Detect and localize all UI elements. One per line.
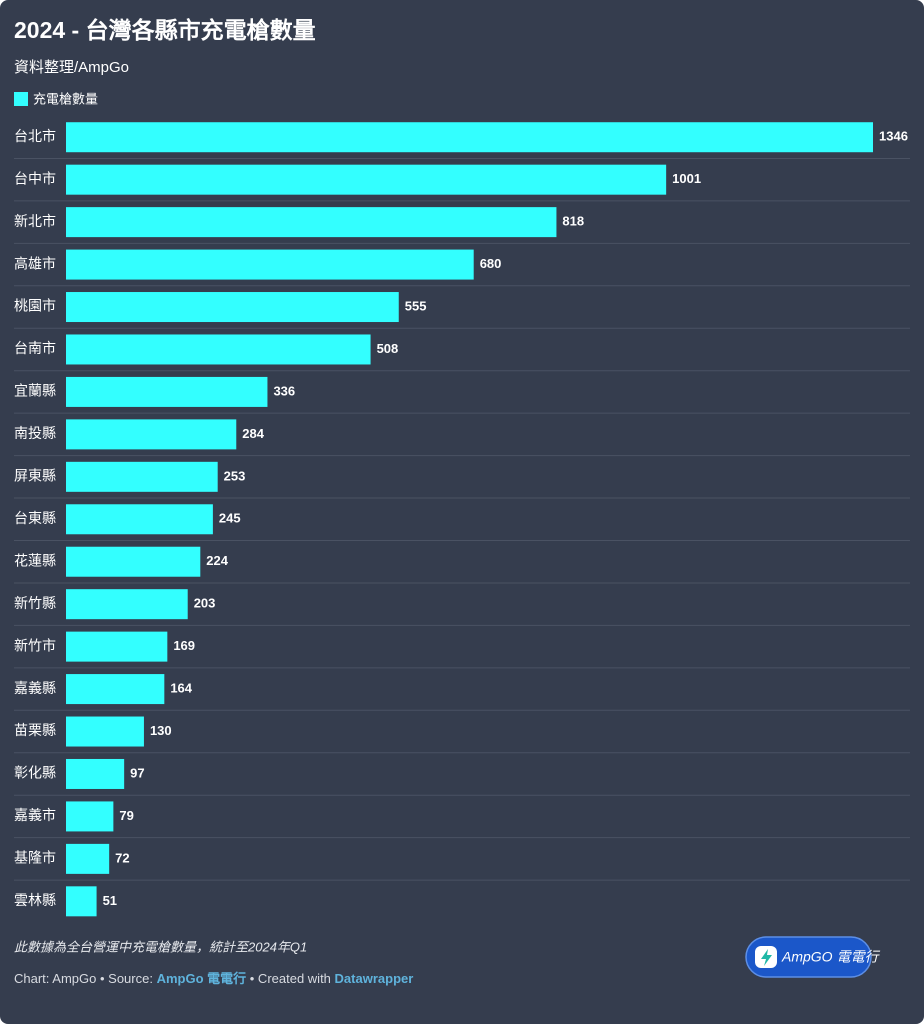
bar [66, 292, 399, 323]
bar [66, 674, 165, 705]
bar [66, 886, 97, 917]
chart-subtitle: 資料整理/AmpGo [14, 59, 129, 76]
bar [66, 164, 667, 195]
category-label: 台南市 [14, 340, 56, 356]
value-label: 1001 [672, 171, 701, 186]
value-label: 555 [405, 298, 427, 313]
category-label: 台東縣 [14, 510, 56, 526]
category-label: 雲林縣 [14, 892, 56, 908]
credit-line: Chart: AmpGo • Source: AmpGo 電電行 • Creat… [14, 971, 413, 986]
value-label: 508 [377, 341, 399, 356]
bar [66, 461, 218, 492]
bar [66, 419, 237, 450]
credit-prefix: Chart: AmpGo • Source: [14, 971, 153, 986]
value-label: 818 [562, 214, 584, 229]
category-label: 新竹市 [14, 637, 56, 653]
value-label: 130 [150, 723, 172, 738]
bar [66, 631, 168, 662]
category-label: 彰化縣 [14, 765, 56, 781]
legend-swatch [14, 92, 28, 106]
tool-link[interactable]: Datawrapper [335, 971, 414, 986]
value-label: 680 [480, 256, 502, 271]
category-label: 屏東縣 [14, 468, 56, 484]
bar [66, 334, 371, 365]
logo-badge[interactable]: AmpGO 電電行 [745, 936, 880, 978]
value-label: 336 [273, 383, 295, 398]
bar [66, 801, 114, 832]
value-label: 224 [206, 553, 228, 568]
source-link[interactable]: AmpGo 電電行 [157, 971, 247, 986]
value-label: 72 [115, 850, 129, 865]
bar [66, 758, 125, 789]
chart-title: 2024 - 台灣各縣市充電槍數量 [14, 17, 316, 43]
credit-middle: • Created with [250, 971, 331, 986]
bar [66, 122, 873, 153]
category-label: 基隆市 [14, 850, 56, 866]
category-label: 桃園市 [14, 298, 56, 314]
footnote: 此數據為全台營運中充電槍數量，統計至2024年Q1 [14, 939, 307, 954]
value-label: 284 [242, 426, 264, 441]
category-label: 高雄市 [14, 255, 56, 271]
bar [66, 843, 110, 874]
category-label: 嘉義縣 [14, 680, 56, 696]
category-label: 苗栗縣 [14, 722, 56, 738]
bar [66, 249, 474, 280]
bar [66, 376, 268, 407]
category-label: 宜蘭縣 [14, 383, 56, 399]
logo-text: AmpGO 電電行 [781, 949, 880, 965]
value-label: 203 [194, 596, 216, 611]
category-label: 南投縣 [14, 425, 56, 441]
category-label: 台中市 [14, 170, 56, 186]
category-label: 嘉義市 [14, 807, 56, 823]
legend-label: 充電槍數量 [33, 91, 98, 106]
bar [66, 504, 213, 535]
category-label: 花蓮縣 [14, 552, 56, 568]
category-label: 新北市 [14, 213, 56, 229]
value-label: 169 [173, 638, 195, 653]
bar [66, 546, 201, 577]
value-label: 253 [224, 468, 246, 483]
bar [66, 207, 557, 238]
category-label: 新竹縣 [14, 595, 56, 611]
value-label: 245 [219, 511, 241, 526]
value-label: 79 [119, 808, 133, 823]
value-label: 1346 [879, 129, 908, 144]
value-label: 164 [170, 681, 192, 696]
bar [66, 716, 144, 747]
value-label: 97 [130, 765, 144, 780]
value-label: 51 [103, 893, 117, 908]
category-label: 台北市 [14, 128, 56, 144]
bar [66, 589, 188, 620]
